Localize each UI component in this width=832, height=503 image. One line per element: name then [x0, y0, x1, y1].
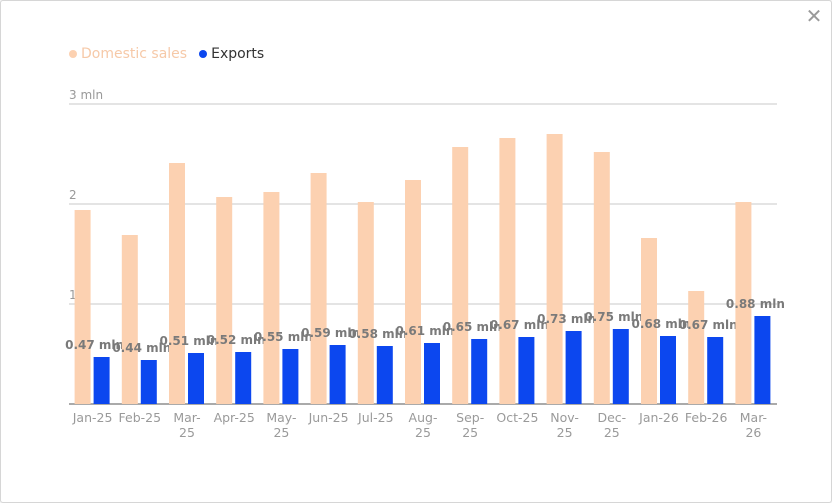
- legend-label-exports: Exports: [211, 46, 265, 62]
- x-tick-label: 26: [745, 425, 761, 440]
- x-tick-label: Jan-26: [638, 410, 679, 425]
- bar-exports: [424, 343, 440, 404]
- x-tick-label: Feb-25: [119, 410, 162, 425]
- bar-domestic-sales: [593, 152, 610, 404]
- bar-exports: [188, 353, 204, 404]
- data-label-exports: 0.68 mln: [632, 317, 691, 331]
- bar-exports: [565, 331, 582, 404]
- bar-exports: [612, 329, 629, 404]
- x-tick-label: Nov-: [550, 410, 579, 425]
- y-tick-label: 1: [69, 288, 77, 302]
- bar-domestic-sales: [546, 134, 563, 404]
- legend-item-domestic-sales[interactable]: Domestic sales: [69, 46, 187, 62]
- bar-domestic-sales: [735, 202, 752, 404]
- data-label-exports: 0.47 mln: [65, 338, 124, 352]
- data-label-exports: 0.59 mln: [301, 326, 360, 340]
- data-label-exports: 0.51 mln: [160, 334, 219, 348]
- data-label-exports: 0.44 mln: [112, 341, 171, 355]
- x-tick-label: Feb-26: [685, 410, 728, 425]
- bar-domestic-sales: [499, 138, 516, 404]
- x-tick-label: Sep-: [456, 410, 484, 425]
- x-tick-label: Aug-: [409, 410, 438, 425]
- x-tick-label: Apr-25: [214, 410, 255, 425]
- legend-item-exports[interactable]: Exports: [199, 46, 264, 62]
- data-label-exports: 0.52 mln: [207, 333, 266, 347]
- data-label-exports: 0.65 mln: [443, 320, 502, 334]
- x-tick-label: Mar-: [740, 410, 767, 425]
- data-label-exports: 0.61 mln: [396, 324, 455, 338]
- x-tick-label: 25: [462, 425, 478, 440]
- legend-label-domestic-sales: Domestic sales: [81, 46, 188, 62]
- close-icon[interactable]: ✕: [805, 4, 823, 28]
- x-tick-label: 25: [604, 425, 620, 440]
- x-tick-label: Jun-25: [308, 410, 349, 425]
- data-label-exports: 0.67 mln: [490, 318, 549, 332]
- bar-domestic-sales: [405, 180, 421, 404]
- bar-domestic-sales: [357, 202, 374, 404]
- x-tick-label: 25: [273, 425, 289, 440]
- bar-domestic-sales: [74, 210, 91, 404]
- bar-domestic-sales: [169, 163, 185, 404]
- bar-exports: [235, 352, 252, 404]
- data-label-exports: 0.67 mln: [679, 318, 738, 332]
- bar-exports: [93, 357, 110, 404]
- bar-exports: [518, 337, 535, 404]
- legend-swatch-exports: [199, 50, 208, 58]
- x-tick-label: 25: [179, 425, 195, 440]
- bar-domestic-sales: [688, 291, 705, 404]
- data-label-exports: 0.55 mln: [254, 330, 313, 344]
- data-label-exports: 0.58 mln: [348, 327, 407, 341]
- legend-swatch-domestic-sales: [69, 50, 77, 58]
- bar-domestic-sales: [216, 197, 233, 404]
- x-tick-label: Mar-: [173, 410, 200, 425]
- x-tick-label: 25: [557, 425, 573, 440]
- bar-domestic-sales: [121, 235, 138, 404]
- y-tick-label: 2: [69, 188, 77, 202]
- bar-exports: [707, 337, 724, 404]
- x-tick-label: Dec-: [597, 410, 626, 425]
- x-tick-label: Oct-25: [496, 410, 538, 425]
- bar-exports: [140, 360, 157, 404]
- y-tick-label: 3 mln: [69, 88, 103, 102]
- bar-domestic-sales: [310, 173, 327, 404]
- data-label-exports: 0.75 mln: [584, 310, 643, 324]
- bar-exports: [660, 336, 676, 404]
- bar-domestic-sales: [452, 147, 469, 404]
- bar-exports: [329, 345, 346, 404]
- bar-exports: [754, 316, 771, 404]
- bar-exports: [282, 349, 299, 404]
- bar-domestic-sales: [263, 192, 280, 404]
- data-label-exports: 0.73 mln: [537, 312, 596, 326]
- bar-exports: [471, 339, 488, 404]
- bar-domestic-sales: [641, 238, 657, 404]
- x-tick-label: Jul-25: [357, 410, 394, 425]
- x-tick-label: May-: [266, 410, 296, 425]
- data-label-exports: 0.88 mln: [726, 297, 785, 311]
- x-tick-label: Jan-25: [72, 410, 113, 425]
- bar-exports: [376, 346, 393, 404]
- legend: Domestic sales Exports: [69, 45, 276, 63]
- x-tick-label: 25: [415, 425, 431, 440]
